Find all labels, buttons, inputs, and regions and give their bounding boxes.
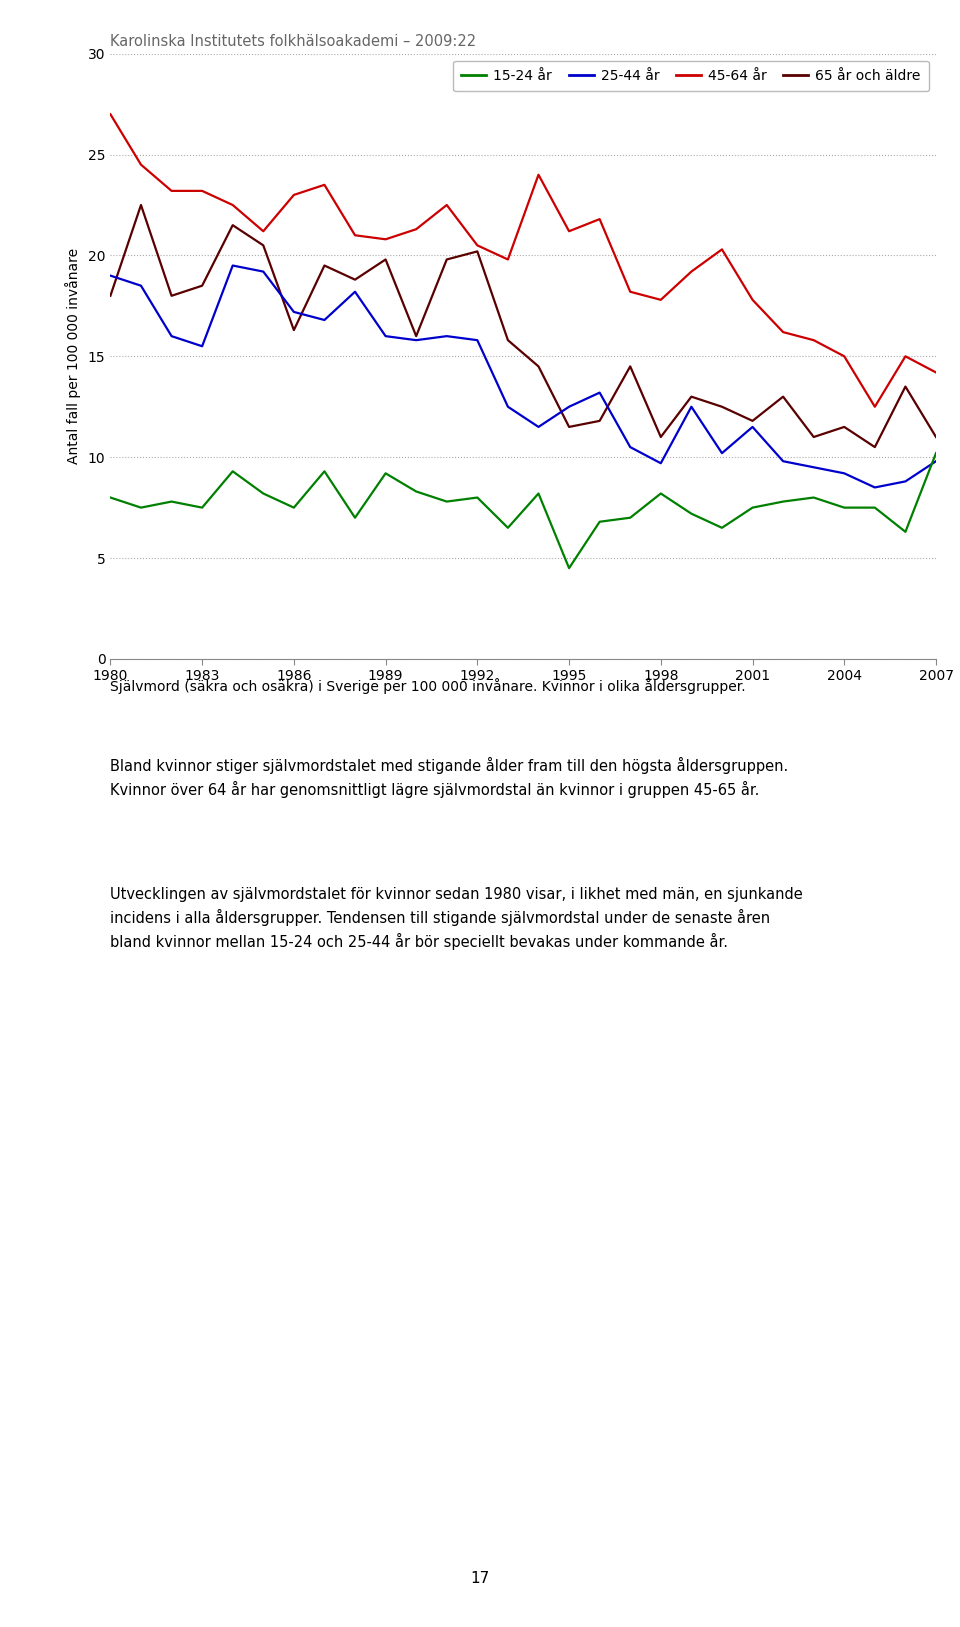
Text: 17: 17 — [470, 1572, 490, 1586]
Y-axis label: Antal fall per 100 000 invånare: Antal fall per 100 000 invånare — [65, 249, 81, 464]
Text: Självmord (säkra och osäkra) i Sverige per 100 000 invånare. Kvinnor i olika åld: Självmord (säkra och osäkra) i Sverige p… — [110, 678, 746, 695]
Text: Karolinska Institutets folkhälsoakademi – 2009:22: Karolinska Institutets folkhälsoakademi … — [110, 34, 476, 49]
Text: Bland kvinnor stiger självmordstalet med stigande ålder fram till den högsta åld: Bland kvinnor stiger självmordstalet med… — [110, 757, 789, 797]
Text: Utvecklingen av självmordstalet för kvinnor sedan 1980 visar, i likhet med män, : Utvecklingen av självmordstalet för kvin… — [110, 887, 804, 950]
Legend: 15-24 år, 25-44 år, 45-64 år, 65 år och äldre: 15-24 år, 25-44 år, 45-64 år, 65 år och … — [453, 60, 929, 91]
